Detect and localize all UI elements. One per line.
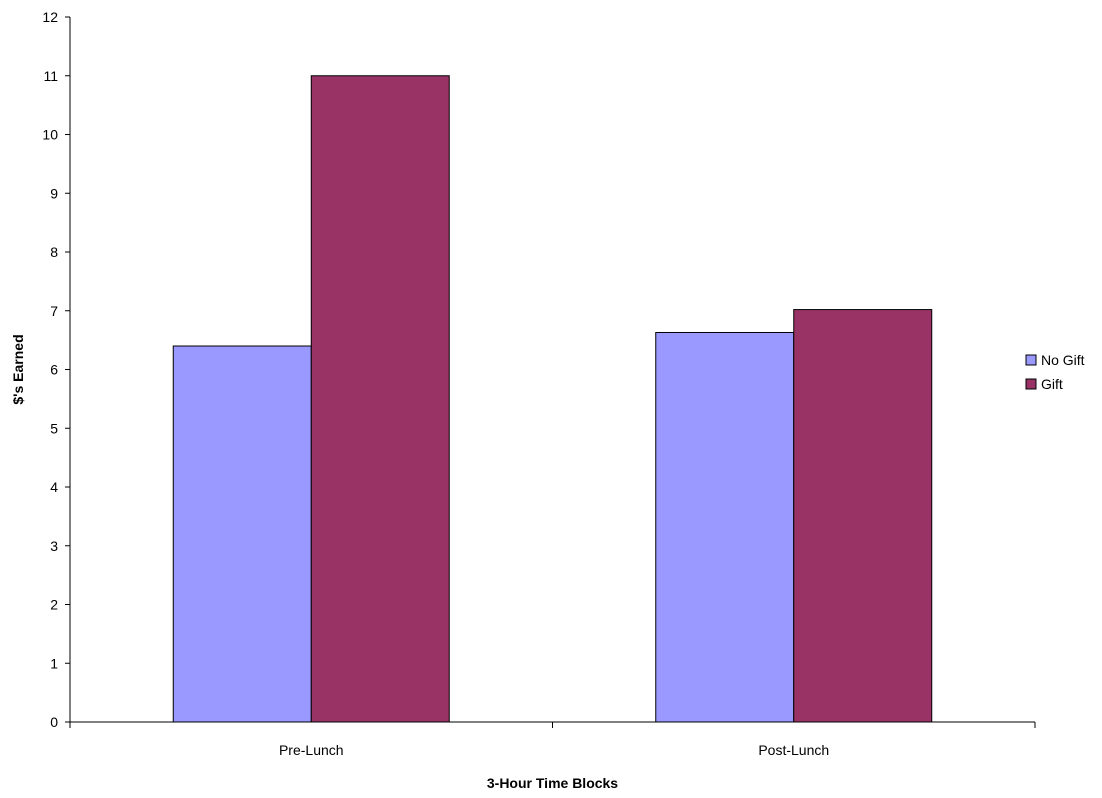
legend-label: No Gift [1041, 352, 1085, 368]
x-tick-label: Pre-Lunch [279, 742, 344, 758]
x-axis-title: 3-Hour Time Blocks [487, 775, 618, 791]
bar-no-gift-post-lunch [655, 331, 795, 723]
y-tick-label: 9 [50, 185, 58, 201]
legend-label: Gift [1041, 376, 1063, 392]
legend-swatch-gift [1025, 378, 1037, 390]
y-tick-label: 10 [42, 127, 58, 143]
y-tick-label: 12 [42, 9, 58, 25]
y-tick-label: 11 [43, 68, 58, 84]
y-tick-label: 3 [50, 538, 58, 554]
legend: No Gift Gift [1025, 352, 1085, 392]
y-tick-label: 6 [50, 362, 58, 378]
y-tick-label: 4 [50, 479, 58, 495]
y-tick-label: 5 [50, 420, 58, 436]
bar-no-gift-pre-lunch [172, 345, 312, 723]
y-tick-label: 0 [50, 714, 58, 730]
bar-gift-pre-lunch [310, 75, 450, 723]
y-tick-label: 8 [50, 244, 58, 260]
x-ticks: Pre-Lunch Post-Lunch [69, 722, 1036, 758]
bars [172, 75, 933, 723]
y-tick-label: 2 [50, 597, 58, 613]
y-axis-title: $'s Earned [10, 334, 26, 404]
y-tick-label: 1 [50, 655, 58, 671]
y-tick-label: 7 [50, 303, 58, 319]
bar-gift-post-lunch [793, 309, 933, 723]
legend-swatch-no-gift [1025, 354, 1037, 366]
x-tick-label: Post-Lunch [758, 742, 829, 758]
